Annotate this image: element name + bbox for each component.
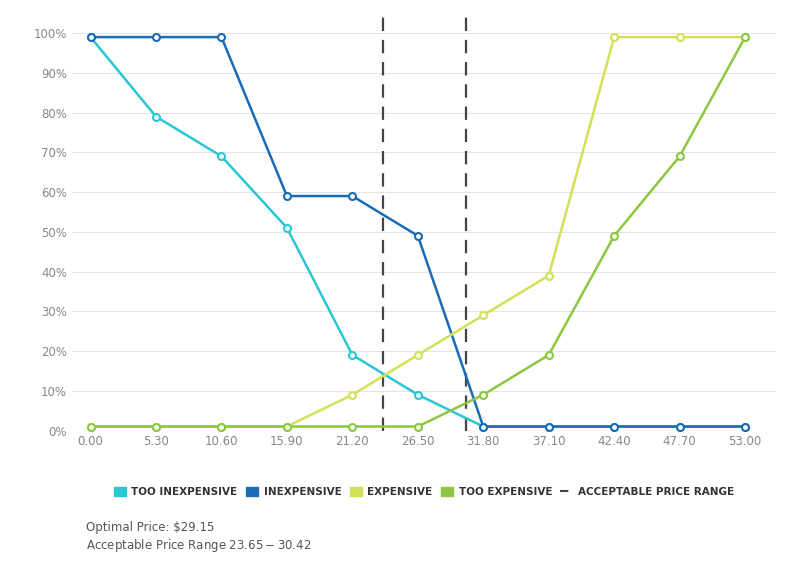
Text: Optimal Price: $29.15
Acceptable Price Range $23.65 - $30.42: Optimal Price: $29.15 Acceptable Price R…	[86, 521, 312, 554]
Legend: TOO INEXPENSIVE, INEXPENSIVE, EXPENSIVE, TOO EXPENSIVE, ACCEPTABLE PRICE RANGE: TOO INEXPENSIVE, INEXPENSIVE, EXPENSIVE,…	[110, 483, 738, 502]
